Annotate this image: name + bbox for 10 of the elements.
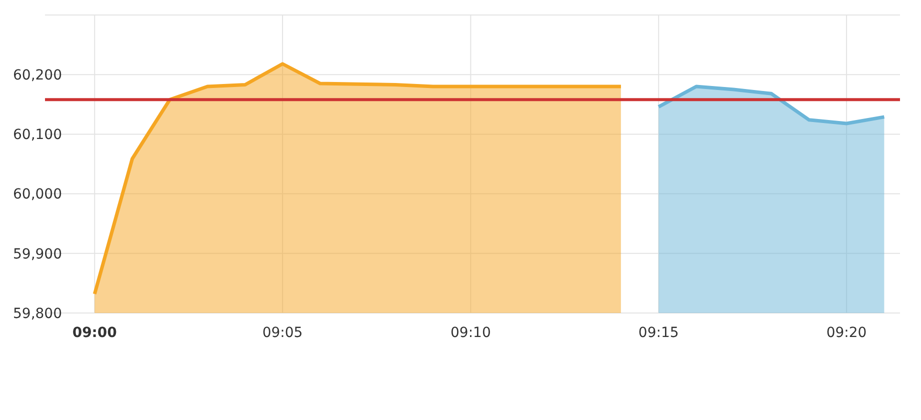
x-tick-label: 09:15 [638,325,679,341]
y-tick-label: 60,100 [13,127,62,144]
x-tick-label: 09:10 [450,325,491,341]
x-tick-label: 09:20 [826,325,867,341]
y-tick-label: 59,900 [13,246,62,262]
x-tick-label: 09:05 [262,325,303,341]
y-tick-label: 60,000 [13,186,62,203]
x-tick-label: 09:00 [72,325,118,341]
y-tick-label: 60,200 [13,68,62,84]
y-tick-label: 59,800 [13,306,62,322]
